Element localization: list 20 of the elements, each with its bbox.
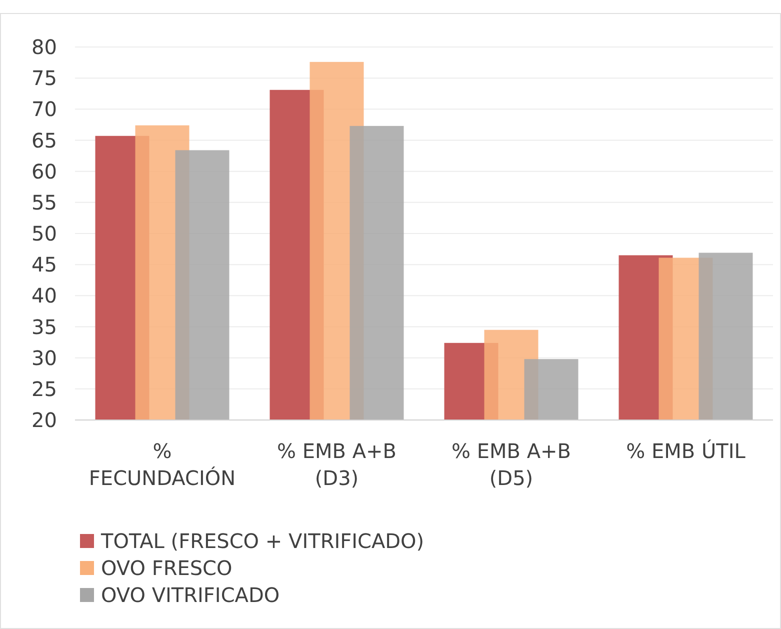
legend-label: TOTAL (FRESCO + VITRIFICADO) (100, 529, 424, 553)
y-tick-label: 45 (32, 252, 57, 277)
y-tick-label: 25 (32, 376, 57, 401)
y-tick-label: 80 (32, 35, 57, 59)
y-tick-label: 50 (32, 222, 57, 246)
y-tick-label: 75 (32, 66, 57, 90)
legend-label: OVO VITRIFICADO (101, 583, 280, 607)
y-tick-label: 35 (32, 314, 57, 339)
x-tick-label: % EMB A+B (D3) (277, 439, 396, 490)
y-tick-label: 55 (32, 190, 57, 214)
y-tick-label: 65 (32, 128, 57, 152)
y-tick-label: 20 (32, 408, 57, 432)
y-tick-label: 70 (32, 97, 57, 122)
x-tick-label: % EMB ÚTIL (626, 439, 746, 463)
y-tick-label: 40 (32, 284, 57, 308)
y-tick-label: 60 (32, 159, 57, 184)
legend-label: OVO FRESCO (101, 556, 232, 580)
x-tick-label: % FECUNDACIÓN (88, 439, 236, 490)
x-tick-label: % EMB A+B (D5) (452, 439, 571, 490)
y-tick-label: 30 (32, 346, 57, 370)
